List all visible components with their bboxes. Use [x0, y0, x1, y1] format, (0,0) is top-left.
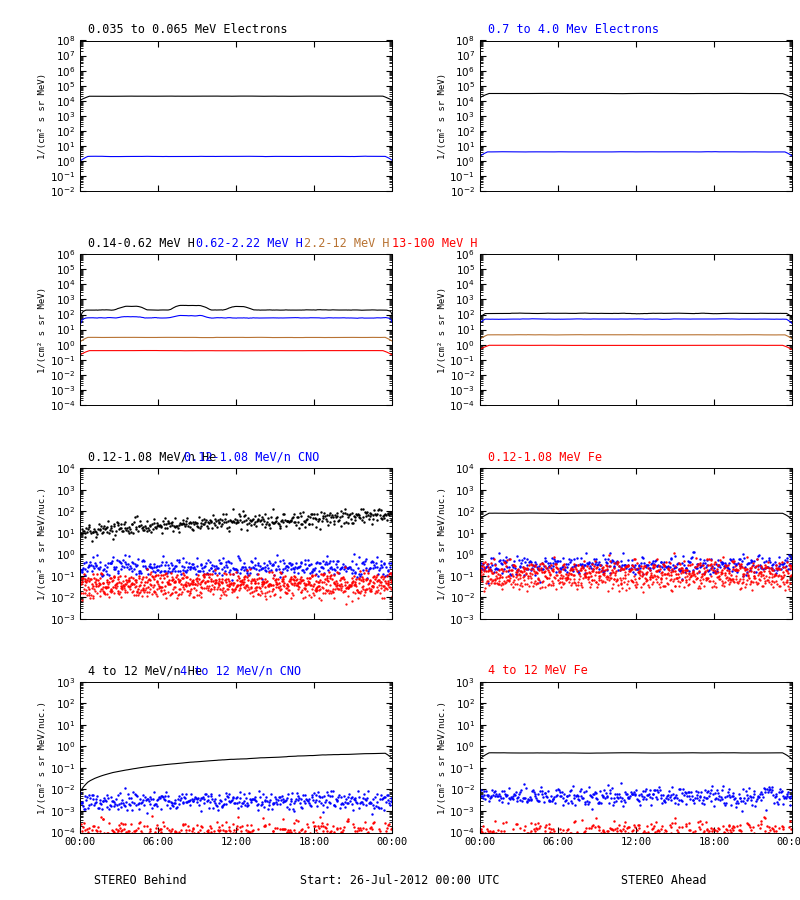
- Text: STEREO Behind: STEREO Behind: [94, 874, 186, 886]
- Text: 0.12-1.08 MeV Fe: 0.12-1.08 MeV Fe: [488, 451, 602, 464]
- Text: 4 to 12 MeV Fe: 4 to 12 MeV Fe: [488, 664, 587, 678]
- Y-axis label: 1/(cm² s sr MeV): 1/(cm² s sr MeV): [38, 286, 46, 373]
- Text: 0.14-0.62 MeV H: 0.14-0.62 MeV H: [88, 237, 195, 250]
- Text: 0.62-2.22 MeV H: 0.62-2.22 MeV H: [196, 237, 303, 250]
- Text: 0.035 to 0.065 MeV Electrons: 0.035 to 0.065 MeV Electrons: [88, 23, 287, 36]
- Y-axis label: 1/(cm² s sr MeV): 1/(cm² s sr MeV): [438, 286, 446, 373]
- Text: 4 to 12 MeV/n He: 4 to 12 MeV/n He: [88, 664, 202, 678]
- Y-axis label: 1/(cm² s sr MeV): 1/(cm² s sr MeV): [38, 73, 47, 158]
- Text: 0.12-1.08 MeV/n CNO: 0.12-1.08 MeV/n CNO: [184, 451, 319, 464]
- Y-axis label: 1/(cm² s sr MeV/nuc.): 1/(cm² s sr MeV/nuc.): [38, 701, 46, 814]
- Y-axis label: 1/(cm² s sr MeV/nuc.): 1/(cm² s sr MeV/nuc.): [438, 487, 446, 599]
- Text: 0.7 to 4.0 Mev Electrons: 0.7 to 4.0 Mev Electrons: [488, 23, 658, 36]
- Y-axis label: 1/(cm² s sr MeV): 1/(cm² s sr MeV): [438, 73, 446, 158]
- Text: 2.2-12 MeV H: 2.2-12 MeV H: [304, 237, 390, 250]
- Y-axis label: 1/(cm² s sr MeV/nuc.): 1/(cm² s sr MeV/nuc.): [438, 701, 446, 814]
- Text: 0.12-1.08 MeV/n He: 0.12-1.08 MeV/n He: [88, 451, 216, 464]
- Text: 4 to 12 MeV/n CNO: 4 to 12 MeV/n CNO: [180, 664, 301, 678]
- Text: Start: 26-Jul-2012 00:00 UTC: Start: 26-Jul-2012 00:00 UTC: [300, 874, 500, 886]
- Y-axis label: 1/(cm² s sr MeV/nuc.): 1/(cm² s sr MeV/nuc.): [38, 487, 47, 599]
- Text: STEREO Ahead: STEREO Ahead: [622, 874, 706, 886]
- Text: 13-100 MeV H: 13-100 MeV H: [392, 237, 478, 250]
